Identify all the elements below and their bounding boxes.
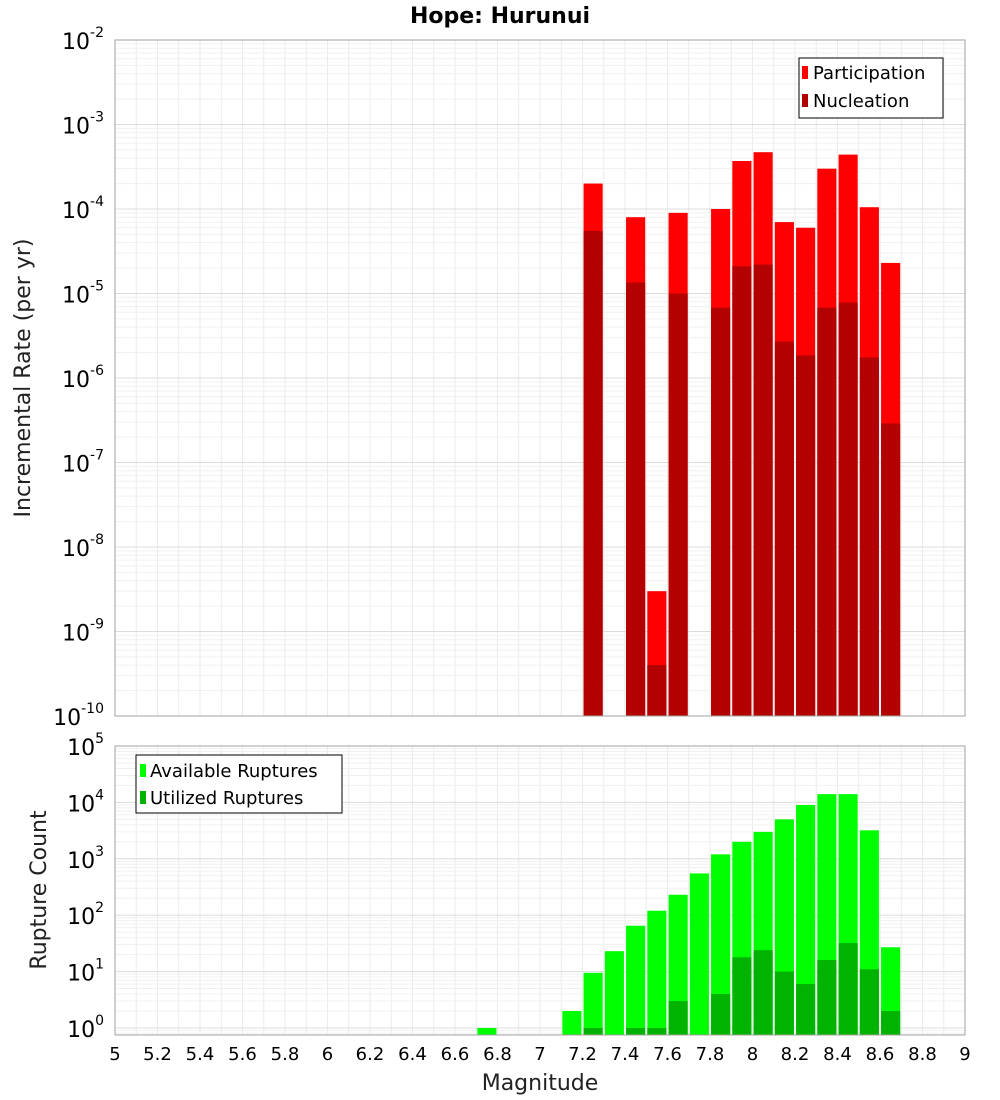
x-axis-label: Magnitude [482,1071,599,1096]
utilized-ruptures-bar [881,1010,901,1035]
y-tick-label: 104 [67,787,104,817]
x-tick-label: 5 [109,1044,120,1065]
utilized-ruptures-bar [859,969,879,1035]
nucleation-bar [881,423,901,716]
nucleation-bar [583,230,603,717]
nucleation-bar [774,341,794,716]
utilized-ruptures-bar [774,971,794,1035]
nucleation-bar [626,282,646,716]
utilized-ruptures-bar [838,943,858,1035]
y-tick-label: 100 [67,1013,104,1043]
x-tick-label: 6.8 [483,1044,512,1065]
utilized-ruptures-bar [647,1027,667,1035]
nucleation-bar [753,264,773,716]
x-tick-label: 7.6 [653,1044,682,1065]
x-tick-label: 7 [534,1044,545,1065]
x-tick-label: 9 [959,1044,970,1065]
bottom-panel: 105 104 103 102 101 100 5 5.2 5.4 5.6 5.8 6 6.2 6.4 6… [27,731,971,1096]
top-plot-frame [114,39,966,717]
nucleation-bar [668,293,688,716]
nucleation-bar [732,266,752,716]
y-tick-label: 103 [67,844,104,874]
y-tick-label: 10-7 [62,448,104,478]
legend-label-utilized: Utilized Ruptures [150,788,303,809]
nucleation-bar [711,307,731,716]
utilized-ruptures-bar [796,984,816,1035]
y-tick-label: 10-6 [62,363,104,393]
nucleation-bar [817,307,837,716]
available-ruptures-bar [647,910,667,1035]
x-ticks: 5 5.2 5.4 5.6 5.8 6 6.2 6.4 6.6 6.8 7 7.2 7.4 7.6 7.8 8… [109,1044,970,1065]
legend-swatch-nucleation [802,94,808,107]
y-tick-label: 10-10 [53,701,104,731]
x-tick-label: 6.6 [441,1044,470,1065]
x-tick-label: 7.2 [568,1044,597,1065]
utilized-ruptures-bar [711,994,731,1035]
nucleation-bar [647,665,667,716]
available-ruptures-bar [796,804,816,1035]
top-panel: 10-2 10-3 10-4 10-5 10-6 10-7 10-8 10-9 10-10 In… [11,25,966,731]
bottom-legend-box [135,754,343,814]
utilized-ruptures-bar [732,957,752,1035]
x-tick-label: 7.4 [611,1044,640,1065]
x-tick-label: 8 [747,1044,758,1065]
nucleation-bar [796,355,816,716]
x-tick-label: 5.6 [228,1044,257,1065]
available-ruptures-bar [626,925,646,1035]
utilized-ruptures-bar [817,960,837,1035]
y-tick-label: 10-2 [62,25,104,55]
available-ruptures-bar [711,854,731,1035]
y-tick-label: 10-9 [62,617,104,647]
available-ruptures-bar [604,951,624,1035]
x-tick-label: 6 [322,1044,333,1065]
top-y-ticks: 10-2 10-3 10-4 10-5 10-6 10-7 10-8 10-9 10-10 [53,25,104,731]
utilized-ruptures-bar [583,1027,603,1035]
x-tick-label: 8.2 [781,1044,810,1065]
available-ruptures-bar [562,1010,582,1035]
y-tick-label: 10-3 [62,110,104,140]
top-legend: Participation Nucleation [798,57,944,119]
y-tick-label: 10-8 [62,532,104,562]
y-tick-label: 10-4 [62,194,104,224]
legend-label-nucleation: Nucleation [813,91,909,112]
bottom-bars [477,794,901,1035]
available-ruptures-bar [583,972,603,1035]
x-tick-label: 6.2 [356,1044,385,1065]
x-tick-label: 8.4 [823,1044,852,1065]
utilized-ruptures-bar [626,1027,646,1035]
top-bars [583,152,901,717]
x-tick-label: 7.8 [696,1044,725,1065]
legend-swatch-available [140,764,146,777]
top-legend-box [798,57,944,119]
nucleation-bar [838,302,858,716]
top-grid [114,40,966,717]
bottom-y-ticks: 105 104 103 102 101 100 [67,731,104,1043]
utilized-ruptures-bar [668,1001,688,1035]
chart-title: Hope: Hurunui [410,4,590,29]
y-tick-label: 102 [67,900,104,930]
nucleation-bar [859,357,879,716]
x-tick-label: 5.2 [143,1044,172,1065]
legend-swatch-participation [802,66,808,79]
available-ruptures-bar [668,894,688,1035]
x-tick-label: 5.8 [271,1044,300,1065]
y-tick-label: 101 [67,957,104,987]
available-ruptures-bar [477,1027,497,1035]
legend-swatch-utilized [140,791,146,804]
bottom-y-axis-label: Rupture Count [27,810,52,970]
top-y-axis-label: Incremental Rate (per yr) [11,239,36,518]
x-tick-label: 8.8 [908,1044,937,1065]
bottom-plot-frame [114,745,966,1036]
y-tick-label: 10-5 [62,279,104,309]
y-tick-label: 105 [67,731,104,761]
legend-label-participation: Participation [813,63,925,84]
available-ruptures-bar [689,873,709,1035]
bottom-legend: Available Ruptures Utilized Ruptures [135,754,343,814]
utilized-ruptures-bar [753,950,773,1035]
x-tick-label: 5.4 [186,1044,215,1065]
x-tick-label: 8.6 [866,1044,895,1065]
x-tick-label: 6.4 [398,1044,427,1065]
legend-label-available: Available Ruptures [150,761,318,782]
